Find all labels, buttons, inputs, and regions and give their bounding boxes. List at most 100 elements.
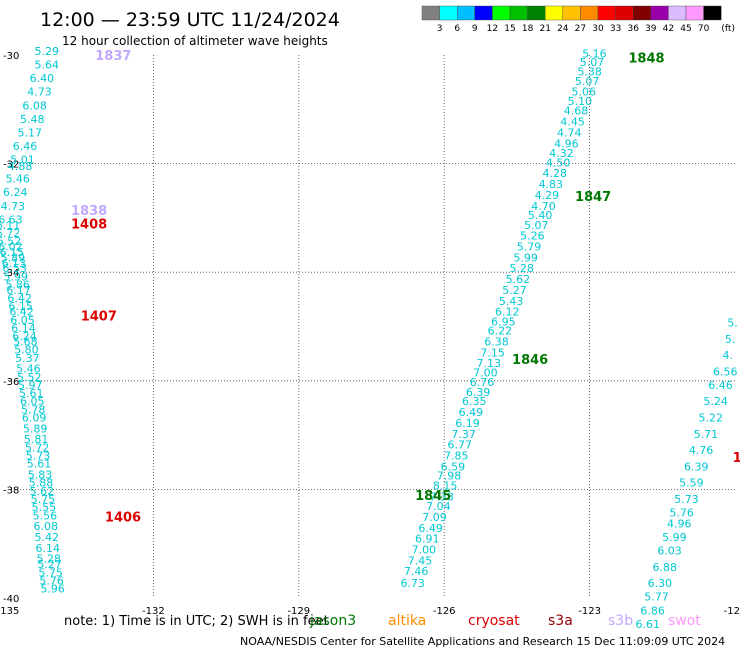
y-tick-label: -38 xyxy=(3,485,19,496)
wave-height-value: 5.24 xyxy=(703,395,728,408)
wave-height-value: 4.73 xyxy=(1,200,26,213)
x-tick-label: -135 xyxy=(0,606,19,617)
pass-time-label: 1406 xyxy=(105,511,141,526)
wave-height-value: 5.73 xyxy=(26,450,51,463)
wave-height-value: 4.68 xyxy=(564,105,589,118)
wave-height-value: 6.61 xyxy=(636,618,661,631)
wave-height-value: 5.40 xyxy=(528,209,553,222)
legend-label: 27 xyxy=(575,24,586,34)
wave-height-value: 6.56 xyxy=(713,365,738,378)
legend-swatch xyxy=(492,5,511,21)
wave-height-value: 6.77 xyxy=(447,439,472,452)
wave-height-value: 5.26 xyxy=(520,230,545,243)
wave-height-value: 5.28 xyxy=(36,553,61,566)
legend-swatch xyxy=(597,5,616,21)
legend-swatch xyxy=(474,5,493,21)
wave-height-value: 6.14 xyxy=(11,322,36,335)
wave-height-value: 5.77 xyxy=(644,591,669,604)
wave-height-value: 7.98 xyxy=(437,470,462,483)
wave-height-value: 7.13 xyxy=(477,357,502,370)
legend-swatch xyxy=(580,5,599,21)
wave-height-value: 5.89 xyxy=(23,422,48,435)
wave-height-value: 4.73 xyxy=(27,86,52,99)
wave-height-value: 7.46 xyxy=(404,565,429,578)
pass-time-label: 1845 xyxy=(415,489,451,504)
legend-swatch xyxy=(421,5,440,21)
wave-height-value: 5.61 xyxy=(27,458,52,471)
wave-height-value: 6.15 xyxy=(8,300,33,313)
legend-label: 24 xyxy=(557,24,569,34)
legend-swatch xyxy=(703,5,722,21)
wave-height-value: 5.62 xyxy=(30,485,55,498)
wave-height-value: 5.75 xyxy=(31,493,56,506)
wave-height-value: 5.75 xyxy=(38,566,63,579)
wave-height-value: 5.06 xyxy=(572,86,597,99)
wave-height-value: 6.40 xyxy=(30,72,55,85)
legend-swatch xyxy=(439,5,458,21)
wave-height-value: 7.15 xyxy=(480,346,505,359)
wave-height-value: 5.89 xyxy=(1,251,26,264)
wave-height-value: 5.73 xyxy=(674,493,699,506)
wave-height-value: 5.27 xyxy=(37,558,62,571)
legend-label: 12 xyxy=(487,24,498,34)
wave-height-value: 5.76 xyxy=(669,507,694,520)
wave-height-value: 4.83 xyxy=(539,178,564,191)
satellite-label: s3b xyxy=(608,613,633,629)
y-tick-label: -30 xyxy=(3,51,19,62)
wave-height-value: 6.05 xyxy=(20,395,45,408)
pass-time-label: 1848 xyxy=(628,52,664,67)
wave-height-value: 5. xyxy=(725,333,736,346)
wave-height-value: 6.39 xyxy=(684,460,709,473)
wave-height-value: 6.14 xyxy=(35,542,60,555)
legend-swatch xyxy=(545,5,564,21)
legend-label: 36 xyxy=(627,24,639,34)
legend-swatch xyxy=(650,5,669,21)
satellite-label: swot xyxy=(668,613,701,629)
wave-height-value: 6.42 xyxy=(9,306,34,319)
wave-height-value: 4. xyxy=(722,349,733,362)
wave-height-value: 6.24 xyxy=(12,330,37,343)
wave-height-value: 6.35 xyxy=(462,395,487,408)
legend-label: 9 xyxy=(472,24,478,34)
wave-height-value: 5.16 xyxy=(582,48,607,61)
wave-height-value: 7.85 xyxy=(444,450,469,463)
wave-height-value: 6.46 xyxy=(708,379,733,392)
y-tick-label: -36 xyxy=(3,377,19,388)
y-tick-label: -32 xyxy=(3,160,19,171)
wave-height-value: 5.42 xyxy=(35,531,60,544)
wave-height-value: 5.43 xyxy=(499,295,524,308)
legend-swatch xyxy=(562,5,581,21)
wave-height-value: 4.96 xyxy=(554,137,579,150)
wave-height-value: 5.96 xyxy=(40,583,65,596)
wave-height-value: 6.73 xyxy=(400,577,425,590)
wave-height-value: 7.00 xyxy=(412,543,437,556)
wave-height-value: 5.72 xyxy=(25,441,50,454)
y-tick-label: -40 xyxy=(3,594,19,605)
wave-height-value: 5.55 xyxy=(32,501,57,514)
wave-height-value: 6.52 xyxy=(0,235,21,248)
wave-height-value: 5.99 xyxy=(662,531,687,544)
wave-height-value: 5.46 xyxy=(16,363,41,376)
wave-height-value: 5.37 xyxy=(15,352,40,365)
legend-label: 39 xyxy=(645,24,657,34)
wave-height-value: 6.05 xyxy=(10,314,35,327)
wave-height-value: 6.38 xyxy=(484,336,509,349)
wave-height-value: 5.71 xyxy=(694,428,719,441)
wave-height-value: 4.74 xyxy=(557,126,582,139)
wave-height-value: 5.07 xyxy=(524,219,549,232)
wave-height-tracks: 5.295.646.404.736.085.485.176.465.014.88… xyxy=(0,45,738,631)
wave-height-value: 5.07 xyxy=(575,75,600,88)
wave-height-value: 5.99 xyxy=(513,251,538,264)
wave-height-value: 5.62 xyxy=(506,273,531,286)
plot-grid xyxy=(8,55,735,598)
wave-height-value: 5.78 xyxy=(21,403,46,416)
x-tick-label: -129 xyxy=(287,606,310,617)
footer-note: note: 1) Time is in UTC; 2) SWH is in fe… xyxy=(64,614,329,629)
legend-unit: (ft) xyxy=(721,24,735,34)
wave-height-value: 5.27 xyxy=(502,284,527,297)
wave-height-value: 5.10 xyxy=(568,95,593,108)
wave-height-value: 7.45 xyxy=(408,554,433,567)
wave-height-value: 6.30 xyxy=(648,577,673,590)
